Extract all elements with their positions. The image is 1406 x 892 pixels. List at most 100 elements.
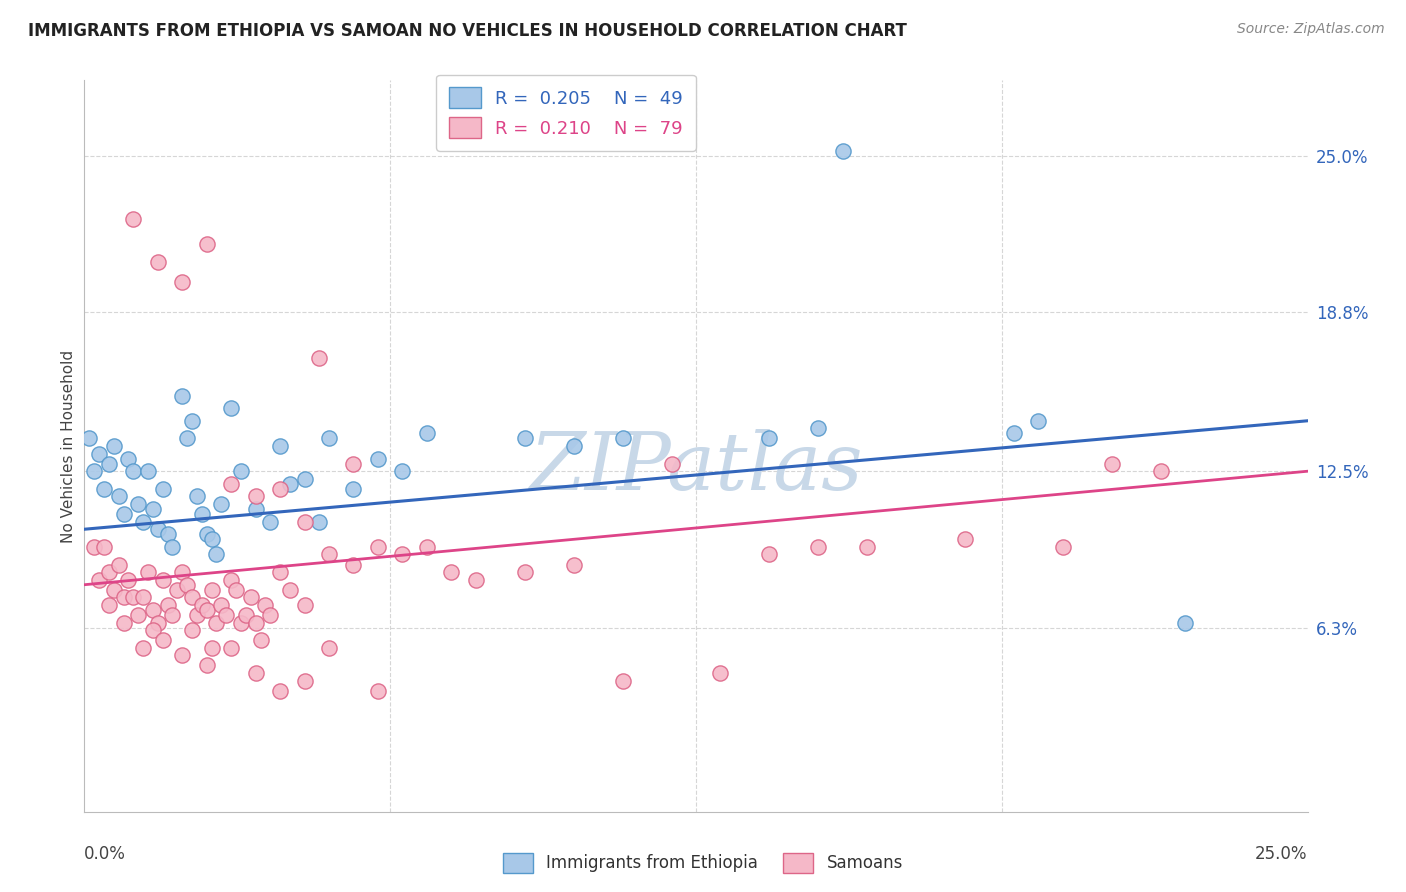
Point: [172, 275, 194, 289]
Point: [254, 598, 277, 612]
Text: 25.0%: 25.0%: [1256, 845, 1308, 863]
Point: [195, 527, 218, 541]
Point: [709, 665, 731, 680]
Point: [162, 540, 184, 554]
Point: [195, 603, 218, 617]
Text: ZIPatlas: ZIPatlas: [529, 429, 863, 507]
Point: [661, 457, 683, 471]
Point: [112, 615, 135, 630]
Point: [294, 472, 316, 486]
Point: [215, 607, 238, 622]
Point: [172, 388, 194, 402]
Point: [156, 527, 179, 541]
Point: [146, 615, 169, 630]
Point: [464, 573, 486, 587]
Point: [142, 603, 165, 617]
Point: [342, 457, 364, 471]
Point: [318, 640, 340, 655]
Point: [136, 464, 159, 478]
Point: [308, 351, 330, 365]
Point: [103, 439, 125, 453]
Point: [269, 565, 291, 579]
Point: [219, 401, 242, 416]
Point: [186, 490, 208, 504]
Point: [308, 515, 330, 529]
Point: [1002, 426, 1025, 441]
Point: [612, 432, 634, 446]
Point: [245, 665, 267, 680]
Point: [278, 582, 301, 597]
Point: [269, 482, 291, 496]
Point: [562, 558, 585, 572]
Point: [440, 565, 463, 579]
Point: [225, 582, 247, 597]
Point: [562, 439, 585, 453]
Point: [107, 490, 129, 504]
Point: [87, 446, 110, 460]
Point: [235, 607, 257, 622]
Point: [513, 565, 536, 579]
Point: [245, 502, 267, 516]
Point: [186, 607, 208, 622]
Point: [205, 548, 228, 562]
Point: [127, 607, 149, 622]
Point: [83, 540, 105, 554]
Point: [758, 548, 780, 562]
Point: [856, 540, 879, 554]
Point: [342, 482, 364, 496]
Point: [239, 591, 262, 605]
Point: [416, 540, 439, 554]
Point: [93, 540, 115, 554]
Point: [83, 464, 105, 478]
Point: [162, 607, 184, 622]
Legend: R =  0.205    N =  49, R =  0.210    N =  79: R = 0.205 N = 49, R = 0.210 N = 79: [436, 75, 696, 151]
Point: [1101, 457, 1123, 471]
Point: [219, 640, 242, 655]
Point: [807, 540, 830, 554]
Point: [1174, 615, 1197, 630]
Point: [294, 673, 316, 688]
Point: [132, 591, 155, 605]
Point: [142, 623, 165, 637]
Point: [245, 615, 267, 630]
Point: [156, 598, 179, 612]
Point: [195, 237, 218, 252]
Point: [200, 582, 222, 597]
Point: [1052, 540, 1074, 554]
Point: [269, 439, 291, 453]
Point: [513, 432, 536, 446]
Point: [93, 482, 115, 496]
Point: [200, 533, 222, 547]
Point: [367, 451, 389, 466]
Point: [132, 640, 155, 655]
Point: [122, 212, 145, 227]
Point: [172, 648, 194, 663]
Point: [195, 658, 218, 673]
Point: [107, 558, 129, 572]
Point: [146, 255, 169, 269]
Point: [318, 432, 340, 446]
Point: [831, 144, 853, 158]
Point: [367, 683, 389, 698]
Point: [1028, 414, 1050, 428]
Point: [229, 464, 252, 478]
Point: [181, 414, 204, 428]
Point: [219, 476, 242, 491]
Point: [176, 432, 198, 446]
Point: [391, 464, 413, 478]
Point: [269, 683, 291, 698]
Point: [87, 573, 110, 587]
Point: [294, 598, 316, 612]
Point: [807, 421, 830, 435]
Point: [245, 490, 267, 504]
Point: [229, 615, 252, 630]
Point: [127, 497, 149, 511]
Text: IMMIGRANTS FROM ETHIOPIA VS SAMOAN NO VEHICLES IN HOUSEHOLD CORRELATION CHART: IMMIGRANTS FROM ETHIOPIA VS SAMOAN NO VE…: [28, 22, 907, 40]
Point: [152, 633, 174, 648]
Y-axis label: No Vehicles in Household: No Vehicles in Household: [60, 350, 76, 542]
Point: [181, 623, 204, 637]
Point: [142, 502, 165, 516]
Point: [416, 426, 439, 441]
Point: [758, 432, 780, 446]
Point: [103, 582, 125, 597]
